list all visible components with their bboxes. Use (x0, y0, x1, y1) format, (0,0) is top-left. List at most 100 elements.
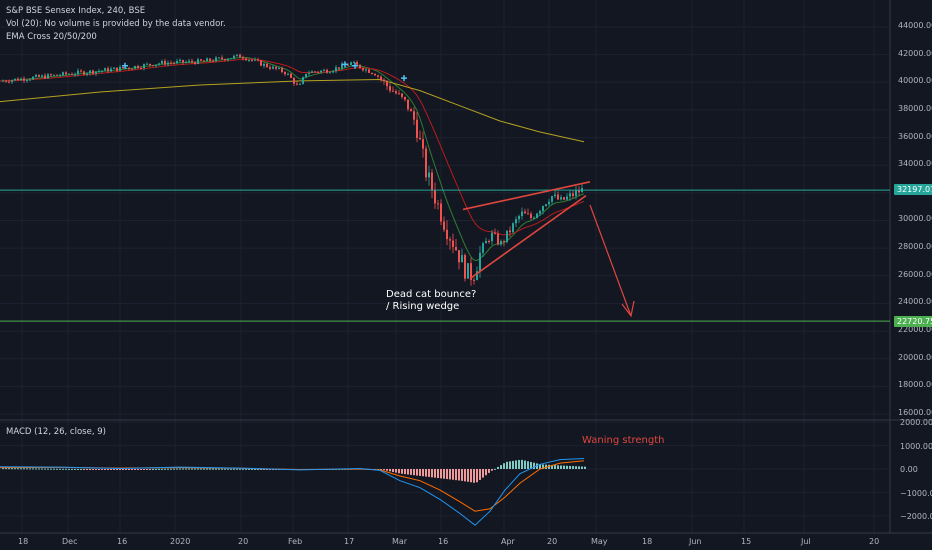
candle-body (383, 79, 385, 82)
macd-histogram-bar (503, 463, 505, 469)
candle-body (65, 72, 67, 75)
macd-histogram-bar (242, 468, 244, 470)
macd-histogram-bar (557, 465, 559, 469)
candle-body (464, 255, 466, 279)
candle-body (329, 72, 331, 74)
candle-body (269, 67, 271, 69)
macd-histogram-bar (89, 469, 91, 470)
chart-title[interactable]: S&P BSE Sensex Index, 240, BSE (6, 6, 146, 16)
macd-histogram-bar (203, 468, 205, 470)
candle-body (446, 229, 448, 240)
price-tick-label: 24000.00 (898, 297, 932, 307)
macd-histogram-bar (26, 468, 28, 470)
candle-body (278, 67, 280, 69)
macd-histogram-bar (182, 468, 184, 470)
candle-body (539, 211, 541, 214)
horizontal-lines[interactable] (0, 189, 890, 322)
time-tick-label: 16 (438, 537, 449, 546)
macd-histogram-bar (62, 468, 64, 470)
candle-body (284, 72, 286, 75)
macd-histogram-bar (575, 466, 577, 469)
macd-histogram-bar (527, 461, 529, 469)
time-tick-label: Mar (392, 537, 408, 546)
candle-body (440, 203, 442, 222)
candle-body (95, 71, 97, 74)
macd-histogram-bar (56, 468, 58, 470)
candle-body (407, 99, 409, 110)
event-marker (122, 62, 128, 69)
candle-body (197, 59, 199, 64)
ema-20-line (0, 56, 585, 262)
macd-histogram-bar (248, 468, 250, 470)
candle-body (74, 74, 76, 76)
candle-body (482, 243, 484, 253)
candle-body (26, 80, 28, 82)
macd-histogram-bar (401, 469, 403, 474)
candle-body (557, 194, 559, 200)
macd-histogram-bar (218, 468, 220, 470)
candle-body (80, 70, 82, 72)
volume-legend[interactable]: Vol (20): No volume is provided by the d… (6, 19, 226, 29)
candle-body (515, 219, 517, 224)
macd-histogram-bar (266, 469, 268, 470)
time-tick-label: 18 (18, 537, 29, 546)
macd-histogram-bar (53, 468, 55, 470)
macd-histogram-bar (20, 468, 22, 470)
pane-separator[interactable] (0, 0, 932, 534)
macd-histogram-bar (434, 469, 436, 478)
candle-body (461, 255, 463, 263)
time-tick-label: Jul (801, 537, 811, 546)
candle-body (8, 81, 10, 83)
macd-histogram-bar (95, 469, 97, 470)
price-tick-label: 28000.00 (898, 242, 932, 252)
price-tick-label: 34000.00 (898, 159, 932, 169)
candle-body (194, 62, 196, 64)
price-tag-lower: 22720.75 (894, 316, 932, 327)
price-tick-label: 44000.00 (898, 21, 932, 30)
candle-body (98, 70, 100, 72)
macd-histogram-bar (29, 468, 31, 470)
macd-histogram-bar (566, 465, 568, 469)
candle-body (335, 67, 337, 72)
candle-body (227, 59, 229, 61)
candle-body (569, 193, 571, 197)
candle-body (551, 196, 553, 202)
macd-histogram-bar (86, 469, 88, 470)
event-marker (401, 75, 407, 82)
candle-body (179, 59, 181, 61)
candle-body (239, 54, 241, 58)
macd-histogram-bar (419, 469, 421, 476)
annotation-dead-cat-line2[interactable]: / Rising wedge (386, 301, 460, 312)
candle-body (77, 70, 79, 75)
rising-wedge-drawing[interactable] (462, 181, 635, 318)
candle-body (572, 193, 574, 196)
annotation-dead-cat-line1[interactable]: Dead cat bounce? (386, 289, 477, 300)
macd-histogram-bar (389, 469, 391, 472)
macd-legend[interactable]: MACD (12, 26, close, 9) (6, 427, 106, 437)
ema-legend[interactable]: EMA Cross 20/50/200 (6, 32, 97, 42)
macd-histogram-bar (227, 468, 229, 470)
candle-body (83, 71, 85, 75)
candle-body (527, 213, 529, 215)
macd-histogram-bar (119, 469, 121, 470)
candle-body (359, 64, 361, 69)
macd-histogram-bar (467, 469, 469, 482)
macd-histogram-bar (116, 469, 118, 470)
candlesticks (2, 53, 583, 286)
annotation-waning-strength[interactable]: Waning strength (582, 435, 665, 446)
candle-body (518, 216, 520, 220)
candle-body (497, 233, 499, 245)
candle-body (506, 230, 508, 242)
macd-histogram-bar (473, 469, 475, 483)
candle-body (305, 73, 307, 78)
time-tick-label: Dec (62, 537, 78, 546)
candle-body (521, 211, 523, 217)
time-tick-label: 2020 (170, 537, 191, 546)
macd-histogram-bar (494, 468, 496, 470)
macd-histogram-bar (230, 468, 232, 470)
candle-body (380, 76, 382, 80)
candle-body (365, 69, 367, 71)
candle-body (575, 190, 577, 196)
macd-histogram-bar (233, 468, 235, 470)
